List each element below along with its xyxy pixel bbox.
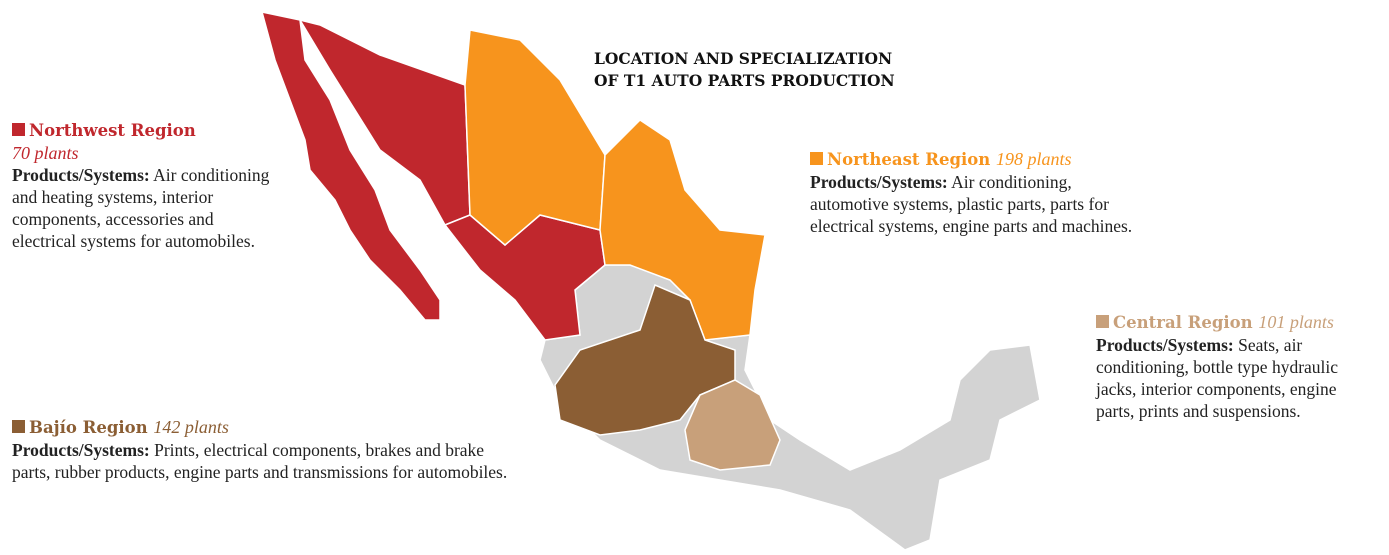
- label: Products/Systems:: [810, 172, 948, 192]
- label: Products/Systems:: [12, 440, 150, 460]
- region-name: Northwest Region: [29, 121, 196, 140]
- region-bajio: Bajío Region 142 plants Products/Systems…: [12, 416, 512, 483]
- region-central: Central Region 101 plants Products/Syste…: [1096, 311, 1356, 422]
- plants: 142 plants: [153, 417, 229, 437]
- text: Prints, electrical components, brakes an…: [12, 440, 508, 482]
- region-northwest: Northwest Region 70 plants Products/Syst…: [12, 120, 272, 252]
- northwest-baja: [260, 11, 441, 321]
- region-head: Central Region 101 plants: [1096, 311, 1356, 334]
- description: Products/Systems: Seats, air conditionin…: [1096, 334, 1356, 422]
- title-line: LOCATION AND SPECIALIZATION: [594, 49, 893, 68]
- plants: 198 plants: [996, 149, 1072, 169]
- central-states: [684, 379, 781, 471]
- description: Products/Systems: Air conditioning, auto…: [810, 171, 1150, 237]
- description: Products/Systems: Prints, electrical com…: [12, 439, 512, 483]
- region-head: Northwest Region: [12, 120, 272, 142]
- bajio-states: [554, 283, 736, 436]
- title: LOCATION AND SPECIALIZATION OF T1 AUTO P…: [594, 48, 895, 92]
- text: Seats, air conditioning, bottle type hyd…: [1096, 335, 1339, 421]
- plants: 70 plants: [12, 143, 79, 163]
- northeast-east: [599, 119, 766, 341]
- region-head: Bajío Region 142 plants: [12, 416, 512, 439]
- legend-square: [1096, 315, 1109, 328]
- text: Air conditioning and heating systems, in…: [12, 165, 270, 251]
- region-northeast: Northeast Region 198 plants Products/Sys…: [810, 148, 1150, 237]
- text: Air conditioning, automotive systems, pl…: [810, 172, 1133, 236]
- region-name: Northeast Region: [827, 150, 991, 169]
- plants: 101 plants: [1258, 312, 1334, 332]
- label: Products/Systems:: [12, 165, 150, 185]
- region-name: Central Region: [1113, 313, 1253, 332]
- region-name: Bajío Region: [29, 418, 148, 437]
- region-head: Northeast Region 198 plants: [810, 148, 1150, 171]
- description: Products/Systems: Air conditioning and h…: [12, 164, 272, 252]
- legend-square: [12, 123, 25, 136]
- title-line: OF T1 AUTO PARTS PRODUCTION: [594, 71, 895, 90]
- legend-square: [12, 420, 25, 433]
- legend-square: [810, 152, 823, 165]
- label: Products/Systems:: [1096, 335, 1234, 355]
- northeast-chihuahua: [464, 29, 606, 246]
